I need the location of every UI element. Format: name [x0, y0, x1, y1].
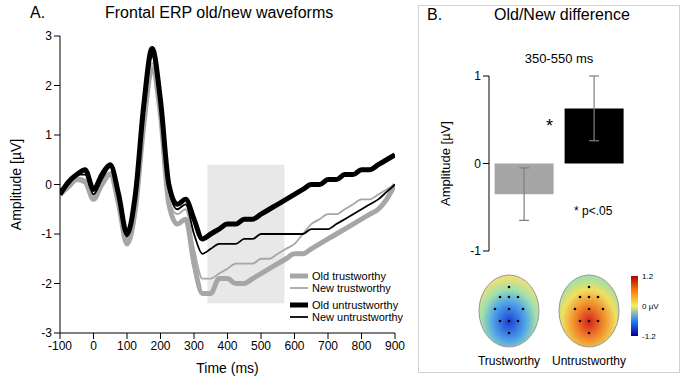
svg-text:300: 300	[184, 339, 204, 353]
svg-text:600: 600	[284, 339, 304, 353]
svg-text:500: 500	[251, 339, 271, 353]
svg-text:3: 3	[45, 29, 52, 43]
svg-text:-1: -1	[41, 227, 52, 241]
svg-text:800: 800	[351, 339, 371, 353]
html-text:Frontal ERP old/new waveforms: Frontal ERP old/new waveforms	[105, 4, 334, 21]
svg-text:700: 700	[318, 339, 338, 353]
svg-text:1: 1	[45, 128, 52, 142]
svg-text:Untrustworthy: Untrustworthy	[552, 354, 626, 368]
svg-text:1: 1	[474, 69, 481, 83]
svg-text:-100: -100	[48, 339, 72, 353]
svg-text:Amplitude [µV]: Amplitude [µV]	[8, 139, 24, 230]
svg-text:0 µV: 0 µV	[642, 302, 659, 311]
svg-text:400: 400	[217, 339, 237, 353]
html-text:Old untrustworthy: Old untrustworthy	[312, 299, 399, 311]
svg-text:2: 2	[45, 79, 52, 93]
svg-text:Time (ms): Time (ms)	[196, 360, 258, 376]
html-text:New trustworthy: New trustworthy	[312, 282, 391, 294]
svg-text:Amplitude [µV]: Amplitude [µV]	[439, 121, 453, 206]
svg-text:100: 100	[117, 339, 137, 353]
html-text:B.: B.	[427, 6, 443, 23]
svg-text:200: 200	[150, 339, 170, 353]
svg-text:0: 0	[90, 339, 97, 353]
svg-text:0: 0	[45, 178, 52, 192]
html-text:New untrustworthy: New untrustworthy	[312, 311, 404, 323]
svg-text:Trustworthy: Trustworthy	[478, 354, 540, 368]
svg-text:-2: -2	[41, 277, 52, 291]
svg-text:-3: -3	[41, 326, 52, 340]
svg-text:-1.2: -1.2	[642, 332, 656, 341]
svg-text:0: 0	[474, 157, 481, 171]
html-text:A.: A.	[30, 4, 46, 21]
svg-text:900: 900	[385, 339, 405, 353]
svg-text:-1: -1	[470, 244, 481, 258]
svg-text:1.2: 1.2	[642, 272, 654, 281]
html-text:350-550 ms: 350-550 ms	[524, 51, 594, 66]
html-text:Old trustworthy: Old trustworthy	[312, 270, 386, 282]
html-text:* p<.05: * p<.05	[574, 204, 613, 218]
html-text:Old/New difference: Old/New difference	[494, 6, 630, 23]
